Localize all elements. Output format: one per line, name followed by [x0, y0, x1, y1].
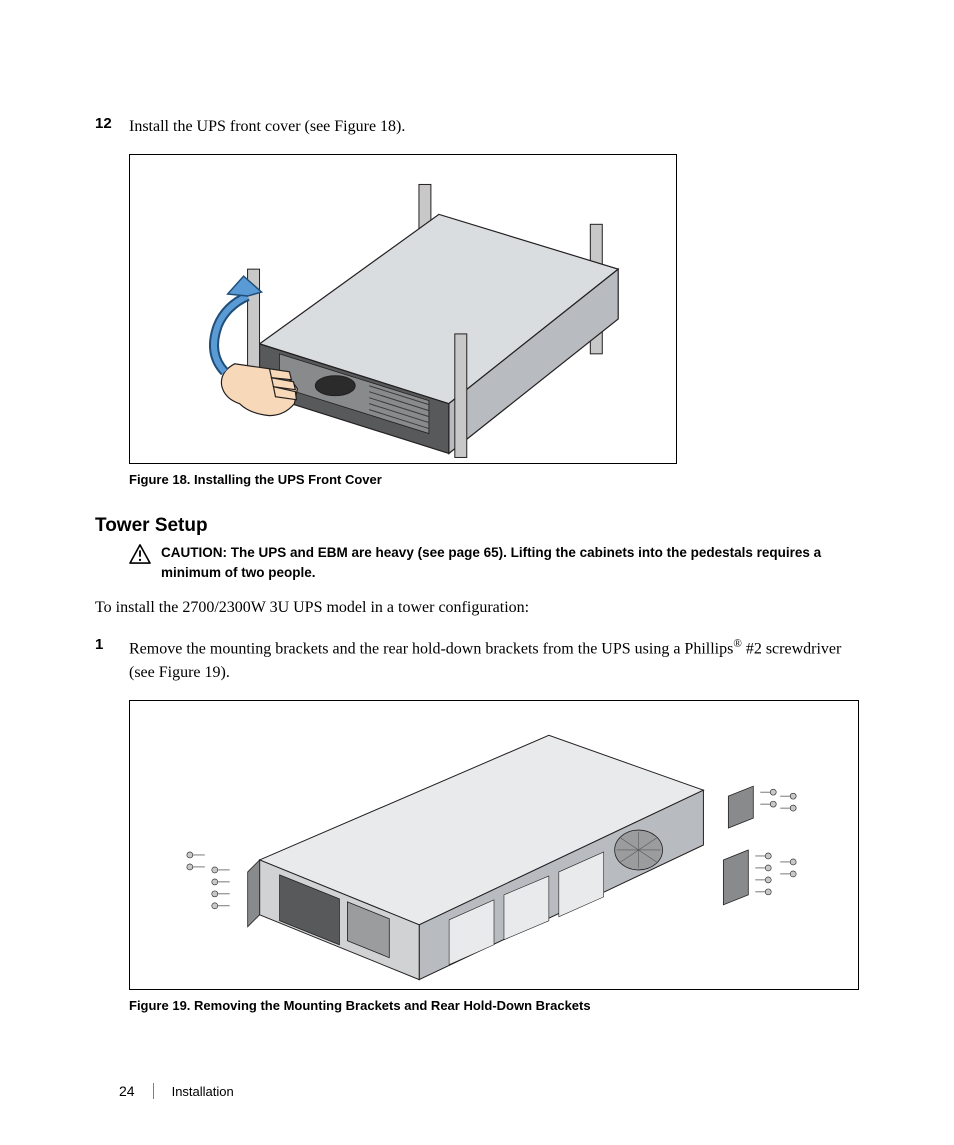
tower-setup-heading: Tower Setup	[95, 515, 859, 537]
figure-18-illustration	[130, 154, 676, 464]
step-12-number: 12	[95, 115, 129, 132]
step-1-text: Remove the mounting brackets and the rea…	[129, 636, 859, 684]
caution-triangle-icon	[129, 544, 151, 569]
registered-mark: ®	[733, 638, 742, 650]
step-12: 12 Install the UPS front cover (see Figu…	[95, 115, 859, 138]
step-1: 1 Remove the mounting brackets and the r…	[95, 636, 859, 684]
footer-section-name: Installation	[172, 1084, 234, 1099]
caution-block: CAUTION: The UPS and EBM are heavy (see …	[129, 543, 859, 582]
footer-divider	[153, 1083, 154, 1099]
figure-19-box	[129, 700, 859, 990]
caution-label: CAUTION:	[161, 545, 227, 560]
step-1-number: 1	[95, 636, 129, 653]
caution-body: The UPS and EBM are heavy (see page 65).…	[161, 545, 821, 580]
figure-18-caption: Figure 18. Installing the UPS Front Cove…	[129, 472, 859, 487]
page-footer: 24 Installation	[119, 1083, 234, 1099]
lead-text: To install the 2700/2300W 3U UPS model i…	[95, 596, 859, 620]
caution-text: CAUTION: The UPS and EBM are heavy (see …	[161, 543, 859, 582]
footer-page-number: 24	[119, 1083, 135, 1099]
figure-19-illustration	[130, 700, 858, 990]
figure-18-box	[129, 154, 677, 464]
figure-19-caption: Figure 19. Removing the Mounting Bracket…	[129, 998, 859, 1013]
step-12-text: Install the UPS front cover (see Figure …	[129, 115, 859, 138]
step-1-text-before: Remove the mounting brackets and the rea…	[129, 641, 733, 658]
